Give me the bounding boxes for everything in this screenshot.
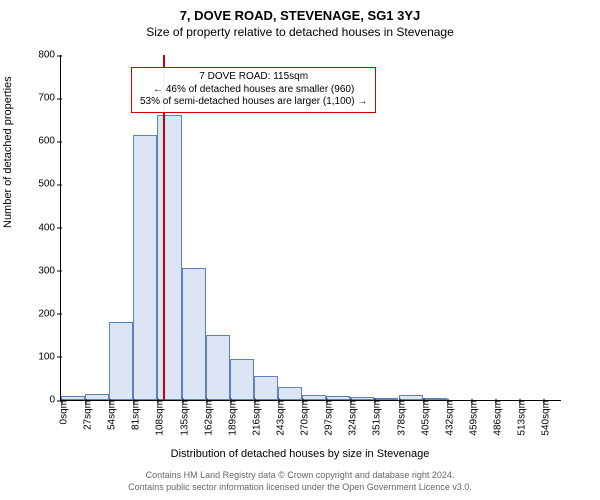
y-tick: 100 <box>38 351 61 362</box>
y-axis-label: Number of detached properties <box>2 76 14 228</box>
annotation-box: 7 DOVE ROAD: 115sqm ← 46% of detached ho… <box>131 67 376 113</box>
histogram-bar <box>254 376 278 400</box>
y-tick: 400 <box>38 222 61 233</box>
x-tick: 297sqm <box>318 400 335 436</box>
histogram-bar <box>278 387 302 400</box>
x-axis-label: Distribution of detached houses by size … <box>0 448 600 460</box>
x-tick: 486sqm <box>486 400 503 436</box>
x-tick: 270sqm <box>294 400 311 436</box>
x-tick: 108sqm <box>149 400 166 436</box>
x-tick: 324sqm <box>342 400 359 436</box>
x-tick: 135sqm <box>173 400 190 436</box>
histogram-bar <box>182 268 206 400</box>
footer-line-1: Contains HM Land Registry data © Crown c… <box>0 470 600 482</box>
chart-container: 7, DOVE ROAD, STEVENAGE, SG1 3YJ Size of… <box>0 0 600 500</box>
x-tick: 189sqm <box>221 400 238 436</box>
histogram-bar <box>109 322 133 400</box>
footer-line-2: Contains public sector information licen… <box>0 482 600 494</box>
chart-subtitle: Size of property relative to detached ho… <box>0 23 600 39</box>
y-tick: 800 <box>38 50 61 61</box>
annotation-line-3: 53% of semi-detached houses are larger (… <box>140 96 367 109</box>
y-tick: 300 <box>38 265 61 276</box>
histogram-bar <box>157 115 181 400</box>
x-tick: 540sqm <box>535 400 552 436</box>
histogram-bar <box>230 359 254 400</box>
x-tick: 162sqm <box>197 400 214 436</box>
chart-title: 7, DOVE ROAD, STEVENAGE, SG1 3YJ <box>0 0 600 23</box>
annotation-line-2: ← 46% of detached houses are smaller (96… <box>140 84 367 97</box>
y-tick: 200 <box>38 308 61 319</box>
x-tick: 216sqm <box>245 400 262 436</box>
x-tick: 513sqm <box>511 400 528 436</box>
annotation-line-1: 7 DOVE ROAD: 115sqm <box>140 71 367 84</box>
x-tick: 0sqm <box>53 400 70 424</box>
histogram-bar <box>206 335 230 400</box>
x-tick: 243sqm <box>269 400 286 436</box>
x-tick: 81sqm <box>125 400 142 430</box>
x-tick: 351sqm <box>366 400 383 436</box>
x-tick: 27sqm <box>77 400 94 430</box>
y-tick: 500 <box>38 179 61 190</box>
y-tick: 700 <box>38 93 61 104</box>
x-tick: 405sqm <box>414 400 431 436</box>
y-tick: 600 <box>38 136 61 147</box>
x-tick: 378sqm <box>390 400 407 436</box>
x-tick: 54sqm <box>101 400 118 430</box>
histogram-bar <box>133 135 157 400</box>
footer: Contains HM Land Registry data © Crown c… <box>0 470 600 493</box>
plot-area: 7 DOVE ROAD: 115sqm ← 46% of detached ho… <box>60 55 561 401</box>
x-tick: 432sqm <box>438 400 455 436</box>
x-tick: 459sqm <box>462 400 479 436</box>
